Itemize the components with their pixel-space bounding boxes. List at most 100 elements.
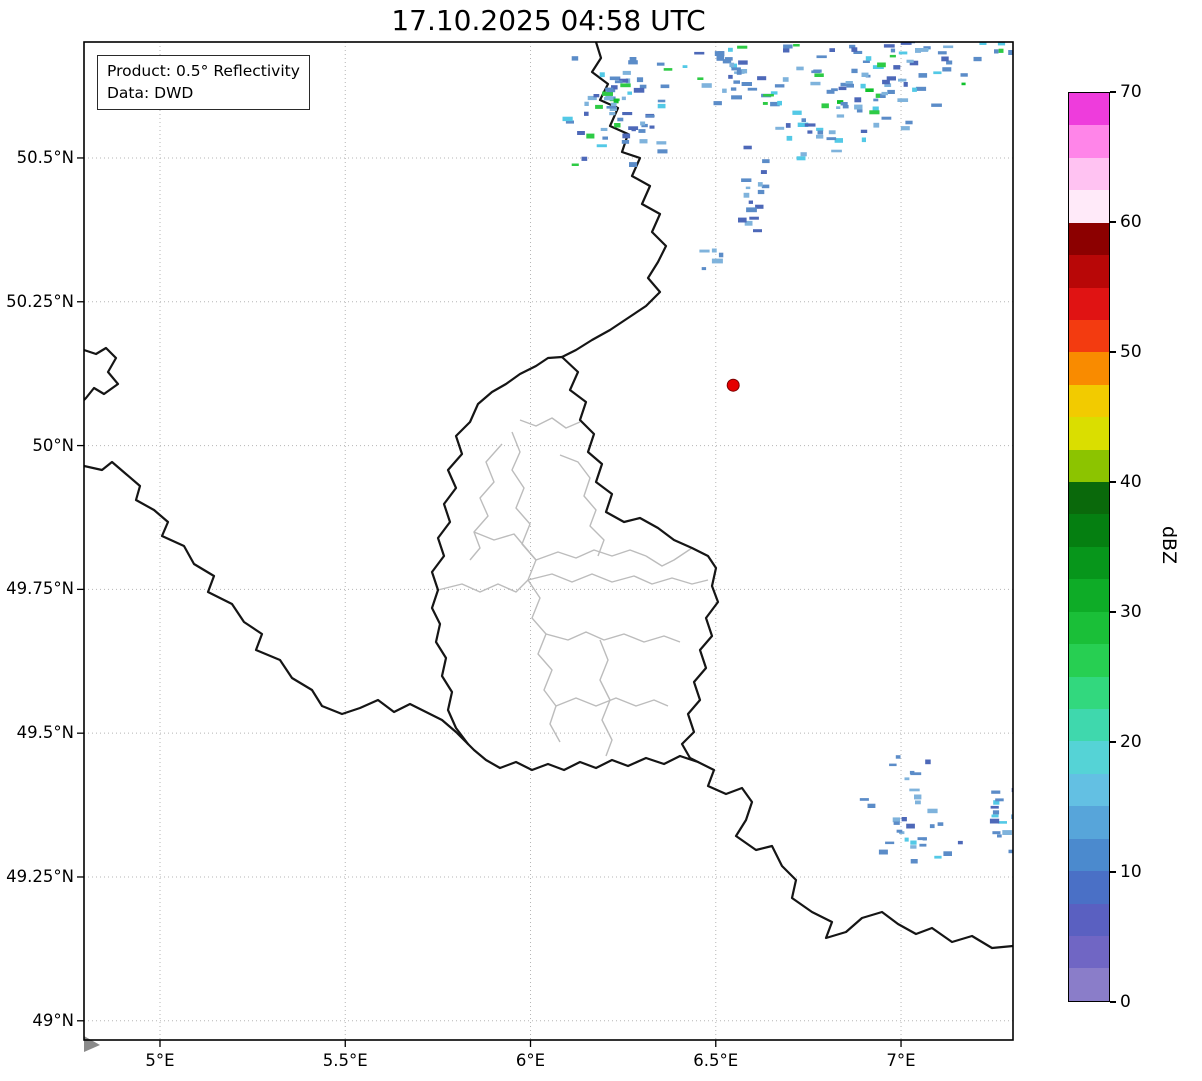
radar-echo-pixel: [865, 56, 872, 61]
radar-echo-pixel: [992, 810, 1000, 815]
border-france-belgium: [84, 460, 470, 746]
radar-echo-pixel: [606, 106, 617, 109]
radar-echo-pixel: [893, 65, 901, 70]
radar-echo-pixel: [890, 48, 896, 53]
radar-echo-pixel: [738, 217, 747, 223]
radar-echo-pixel: [849, 44, 856, 49]
radar-echo-pixel: [1008, 50, 1013, 55]
radar-echo-pixel: [729, 62, 735, 68]
colorbar-tickmark: [1110, 351, 1116, 353]
radar-echo-pixel: [917, 837, 927, 841]
radar-echo-pixel: [906, 59, 914, 63]
radar-echo-pixel: [829, 48, 835, 52]
radar-echo-pixel: [900, 126, 910, 131]
radar-echo-pixel: [910, 859, 918, 864]
radar-echo-pixel: [873, 122, 880, 128]
canton-borders: [437, 417, 709, 757]
radar-echo-pixel: [898, 78, 907, 82]
radar-echo-pixel: [927, 808, 938, 814]
radar-echo-pixel: [622, 70, 631, 75]
radar-echo-pixel: [711, 258, 723, 264]
radar-echo-pixel: [611, 85, 618, 90]
radar-echo-pixel: [886, 76, 896, 81]
radar-echo-pixel: [859, 798, 869, 801]
radar-echo-pixel: [881, 91, 888, 96]
radar-echo-pixel: [872, 106, 879, 112]
radar-echo-pixel: [821, 103, 829, 109]
radar-echo-pixel: [860, 83, 866, 89]
radar-echo-pixel: [622, 133, 631, 139]
lat-tick-label: 49.75°N: [6, 579, 74, 599]
canton-border: [437, 579, 529, 593]
border-france-germany: [696, 760, 1013, 950]
colorbar-segment: [1069, 741, 1109, 774]
radar-echo-pixel: [636, 77, 644, 83]
radar-echo-pixel: [763, 94, 774, 97]
radar-echo-pixel: [785, 123, 791, 128]
radar-echo-pixel: [856, 107, 863, 113]
radar-echo-pixel: [992, 831, 1001, 835]
radar-echo-pixel: [910, 772, 922, 776]
plot-frame: [83, 41, 1014, 1041]
radar-echo-pixel: [628, 126, 639, 130]
radar-echo-pixel: [813, 69, 822, 73]
radar-echo-pixel: [887, 89, 895, 94]
radar-echo-pixel: [919, 843, 927, 847]
radar-echo-pixel: [997, 42, 1006, 46]
canton-border: [469, 443, 503, 561]
radar-echo-pixel: [629, 162, 638, 167]
radar-echo-pixel: [816, 127, 824, 131]
border-luxembourg: [430, 355, 720, 772]
colorbar-tickmark: [1110, 611, 1116, 613]
radar-echo-pixel: [882, 79, 890, 85]
radar-echo-pixel: [941, 56, 949, 62]
radar-echo-pixel: [602, 136, 608, 140]
radar-echo-pixel: [682, 65, 688, 68]
radar-echo-pixel: [889, 763, 897, 767]
radar-echo-pixel: [904, 777, 910, 781]
radar-echo-pixel: [796, 156, 806, 161]
colorbar-segment: [1069, 838, 1109, 872]
colorbar-tick-label: 40: [1120, 472, 1142, 492]
colorbar-tickmark: [1110, 481, 1116, 483]
radar-echo-pixel: [946, 60, 953, 65]
radar-echo-pixel: [738, 60, 748, 65]
radar-echo-pixel: [614, 80, 623, 84]
product-info-box: Product: 0.5° Reflectivity Data: DWD: [97, 55, 310, 110]
canton-border: [599, 639, 613, 757]
radar-echo-pixel: [599, 72, 605, 78]
radar-echo-pixel: [892, 817, 901, 823]
radar-echo-pixel: [762, 102, 768, 105]
radar-echo-pixel: [562, 116, 573, 122]
radar-echo-pixel: [595, 104, 603, 109]
radar-echo-pixel: [722, 59, 732, 64]
radar-echo-pixel: [923, 46, 931, 50]
radar-echo-pixel: [728, 47, 733, 52]
colorbar: [1068, 92, 1110, 1002]
canton-border: [645, 547, 693, 567]
radar-echo-pixel: [914, 794, 922, 800]
radar-echo-pixel: [933, 71, 942, 75]
radar-echo-pixel: [757, 189, 765, 195]
lat-tick-label: 50.5°N: [16, 147, 74, 167]
radar-echo-pixel: [639, 139, 648, 144]
canton-border: [473, 531, 537, 561]
radar-echo-pixel: [817, 130, 824, 135]
radar-echo-pixel: [792, 110, 802, 115]
radar-echo-pixel: [909, 60, 919, 66]
radar-echo-pixel: [991, 814, 999, 818]
radar-echo-pixel: [937, 822, 944, 826]
radar-echo-pixel: [885, 841, 895, 845]
colorbar-segment: [1069, 611, 1109, 645]
radar-echo-pixel: [960, 73, 968, 77]
radar-echo-pixel: [880, 93, 886, 98]
radar-echo-pixel: [943, 45, 954, 49]
radar-echo-pixel: [906, 823, 915, 829]
radar-echo-pixel: [581, 156, 588, 161]
radar-echo-pixel: [746, 207, 757, 213]
colorbar-segment: [1069, 319, 1109, 353]
canton-border: [535, 549, 647, 561]
canton-border: [545, 631, 681, 643]
radar-echo-pixel: [836, 114, 845, 118]
